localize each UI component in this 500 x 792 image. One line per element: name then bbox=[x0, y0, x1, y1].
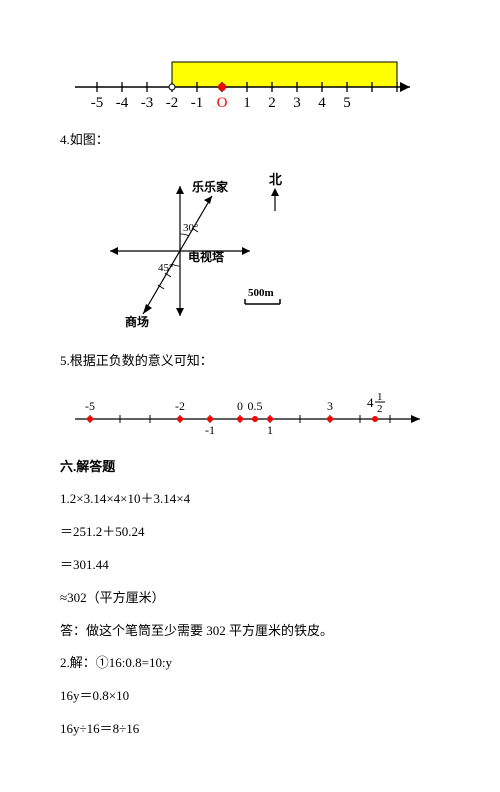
svg-text:2: 2 bbox=[268, 95, 276, 111]
svg-text:1: 1 bbox=[377, 391, 383, 403]
angle-30-label: 30° bbox=[183, 222, 198, 234]
answer-line-1: 1.2×3.14×4×10＋3.14×4 bbox=[60, 489, 440, 510]
svg-text:-1: -1 bbox=[191, 95, 204, 111]
svg-text:4: 4 bbox=[367, 395, 374, 410]
svg-text:2: 2 bbox=[377, 403, 383, 415]
north-label: 北 bbox=[269, 172, 282, 187]
svg-text:-2: -2 bbox=[175, 399, 185, 413]
answer-line-7: 16y＝0.8×10 bbox=[60, 686, 440, 707]
answer-line-2: ＝251.2＋50.24 bbox=[60, 522, 440, 543]
svg-text:1: 1 bbox=[267, 423, 273, 437]
svg-text:1: 1 bbox=[243, 95, 251, 111]
figure-number-line-points: -5-2-100.513412 bbox=[60, 387, 440, 442]
answer-line-6: 2.解：①16:0.8=10:y bbox=[60, 653, 440, 674]
svg-text:5: 5 bbox=[343, 95, 351, 111]
q5-text: 5.根据正负数的意义可知： bbox=[60, 351, 440, 372]
svg-text:-1: -1 bbox=[205, 423, 215, 437]
svg-text:-2: -2 bbox=[166, 95, 179, 111]
svg-text:-5: -5 bbox=[91, 95, 104, 111]
answer-line-4: ≈302（平方厘米） bbox=[60, 588, 440, 609]
answer-line-8: 16y÷16＝8÷16 bbox=[60, 719, 440, 740]
svg-text:O: O bbox=[217, 95, 228, 111]
scale-label: 500m bbox=[248, 287, 274, 299]
svg-text:4: 4 bbox=[318, 95, 326, 111]
svg-text:3: 3 bbox=[293, 95, 301, 111]
svg-text:0: 0 bbox=[237, 399, 243, 413]
svg-text:-3: -3 bbox=[141, 95, 154, 111]
figure-compass-diagram: 30° 45° 乐乐家 电视塔 商场 北 500m bbox=[60, 166, 440, 336]
tower-label: 电视塔 bbox=[188, 249, 225, 264]
angle-45-label: 45° bbox=[158, 262, 173, 274]
section-6-title: 六.解答题 bbox=[60, 457, 440, 478]
market-label: 商场 bbox=[125, 314, 149, 329]
answer-line-5: 答：做这个笔筒至少需要 302 平方厘米的铁皮。 bbox=[60, 621, 440, 642]
answer-line-3: ＝301.44 bbox=[60, 555, 440, 576]
svg-text:3: 3 bbox=[327, 399, 333, 413]
q4-intro: 4.如图： bbox=[60, 130, 440, 151]
svg-text:0.5: 0.5 bbox=[248, 399, 263, 413]
figure-number-line-highlight: -5 -4 -3 -2 -1 O1 2 3 4 5 bbox=[60, 55, 440, 115]
svg-text:-5: -5 bbox=[85, 399, 95, 413]
lelehome-label: 乐乐家 bbox=[192, 179, 229, 194]
svg-text:-4: -4 bbox=[116, 95, 129, 111]
